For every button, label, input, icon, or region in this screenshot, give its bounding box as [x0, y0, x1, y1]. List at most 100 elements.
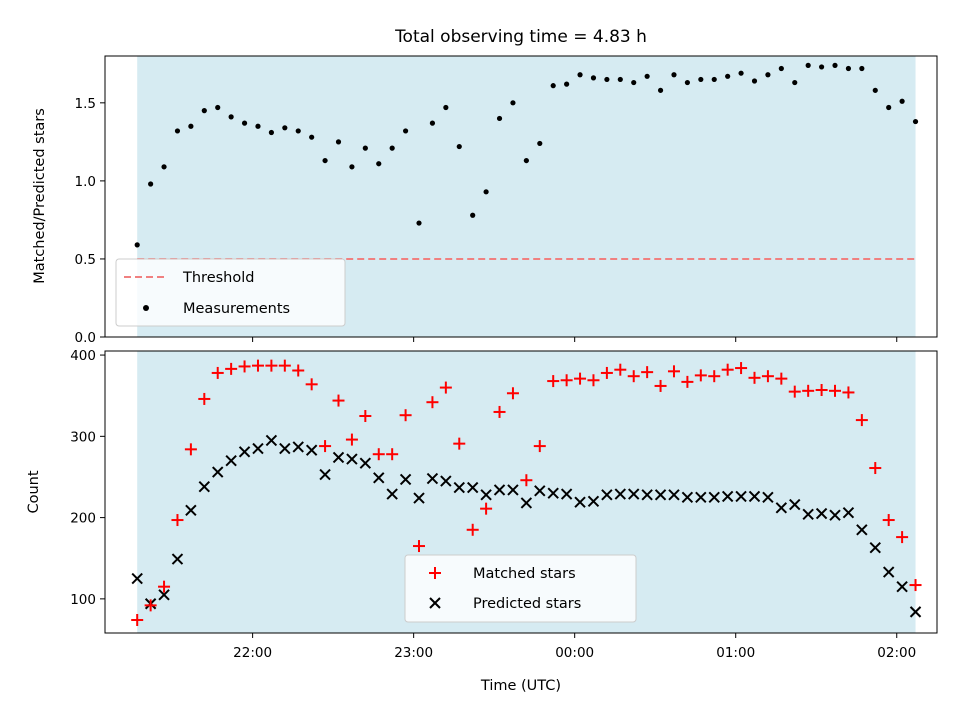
predicted-star-marker: [252, 442, 264, 455]
predicted-star-marker: [185, 504, 197, 516]
matched-star-marker: [453, 437, 466, 450]
measurement-point: [268, 129, 274, 136]
matched-star-marker: [855, 414, 868, 427]
matched-star-marker: [211, 366, 224, 379]
predicted-star-marker: [856, 524, 868, 536]
measurement-point: [805, 62, 811, 68]
measurement-point: [577, 72, 583, 78]
measurement-point: [510, 100, 516, 106]
chart-title: Total observing time = 4.83 h: [394, 27, 647, 47]
predicted-marker-stroke: [440, 475, 452, 487]
predicted-star-marker: [789, 498, 801, 511]
predicted-star-marker: [708, 491, 720, 503]
matched-star-marker: [184, 443, 197, 456]
x-tick-label: 00:00: [555, 645, 594, 661]
predicted-marker-stroke: [480, 489, 492, 501]
predicted-marker-stroke: [695, 491, 707, 503]
measurement-point: [429, 120, 436, 126]
measurement-point: [349, 164, 355, 170]
predicted-marker-stroke: [587, 495, 600, 508]
measurement-point: [215, 104, 221, 111]
predicted-marker-stroke: [373, 472, 385, 484]
predicted-marker-stroke: [547, 487, 559, 499]
matched-star-marker: [278, 359, 291, 372]
bottom-x-axis: 22:00 23:00 00:00 01:00 02:00: [233, 633, 916, 661]
matched-star-marker: [144, 599, 157, 612]
matched-star-marker: [761, 370, 774, 383]
y-tick-label: 300: [70, 429, 96, 445]
predicted-marker-stroke: [574, 496, 586, 508]
matched-star-marker: [158, 580, 171, 593]
predicted-marker-stroke: [319, 468, 331, 481]
measurement-point: [711, 76, 717, 83]
measurement-point: [604, 76, 610, 83]
predicted-marker-stroke: [493, 484, 506, 496]
predicted-marker-stroke: [909, 606, 922, 618]
measurement-point: [859, 65, 865, 72]
measurement-point: [309, 134, 315, 140]
measurement-point: [631, 79, 637, 86]
predicted-marker-stroke: [466, 481, 479, 494]
matched-star-marker: [198, 392, 211, 405]
predicted-marker-stroke: [614, 488, 627, 500]
matched-star-marker: [131, 613, 144, 626]
predicted-star-marker: [614, 488, 627, 500]
measurement-point: [470, 212, 476, 218]
matched-star-marker: [667, 365, 680, 378]
matched-star-marker: [896, 531, 909, 544]
matched-star-marker: [829, 384, 842, 397]
predicted-star-marker: [399, 473, 412, 486]
top-y-axis: 0.0 0.5 1.0 1.5: [75, 96, 105, 346]
predicted-marker-stroke: [815, 507, 828, 520]
predicted-star-marker: [493, 484, 506, 496]
predicted-star-marker: [762, 491, 774, 503]
predicted-star-marker: [587, 495, 600, 508]
predicted-marker-stroke: [399, 473, 412, 486]
matched-star-marker: [788, 385, 801, 398]
predicted-star-marker: [560, 488, 573, 500]
predicted-star-marker: [292, 441, 304, 453]
measurement-point: [725, 73, 731, 79]
matched-star-marker: [466, 523, 479, 536]
predicted-marker-stroke: [896, 580, 908, 593]
matched-star-marker: [909, 579, 922, 592]
predicted-star-marker: [520, 497, 533, 509]
predicted-star-marker: [721, 490, 734, 503]
y-tick-label: 200: [70, 511, 96, 527]
predicted-stars-points: [131, 434, 922, 618]
matched-star-marker: [480, 502, 493, 515]
matched-star-marker: [802, 384, 815, 397]
matched-star-marker: [775, 372, 788, 385]
matched-star-marker: [171, 514, 184, 527]
matched-star-marker: [305, 378, 318, 391]
predicted-marker-stroke: [305, 444, 318, 456]
measurement-point: [778, 65, 784, 72]
predicted-marker-stroke: [681, 491, 694, 503]
measurement-point: [201, 108, 207, 114]
predicted-marker-stroke: [238, 446, 251, 458]
measurement-point: [295, 128, 301, 134]
measurement-point: [362, 145, 368, 151]
predicted-star-marker: [453, 481, 465, 494]
y-tick-label: 400: [70, 348, 96, 364]
predicted-star-marker: [131, 572, 143, 585]
matched-star-marker: [399, 409, 412, 422]
matched-star-marker: [439, 381, 452, 394]
measurement-point: [845, 65, 852, 72]
predicted-star-marker: [909, 606, 922, 618]
matched-star-marker: [748, 371, 761, 384]
predicted-star-marker: [466, 481, 479, 494]
measurement-point: [241, 120, 248, 126]
predicted-marker-stroke: [560, 488, 573, 500]
predicted-marker-stroke: [708, 491, 720, 503]
predicted-marker-stroke: [668, 489, 680, 501]
measurement-point: [282, 125, 288, 131]
matched-star-marker: [627, 370, 640, 383]
matched-star-marker: [265, 359, 278, 372]
predicted-marker-stroke: [829, 509, 841, 521]
predicted-star-marker: [440, 475, 452, 487]
measurement-point: [335, 139, 342, 145]
matched-star-marker: [560, 374, 573, 387]
matched-star-marker: [574, 372, 587, 385]
measurement-point: [671, 72, 677, 78]
